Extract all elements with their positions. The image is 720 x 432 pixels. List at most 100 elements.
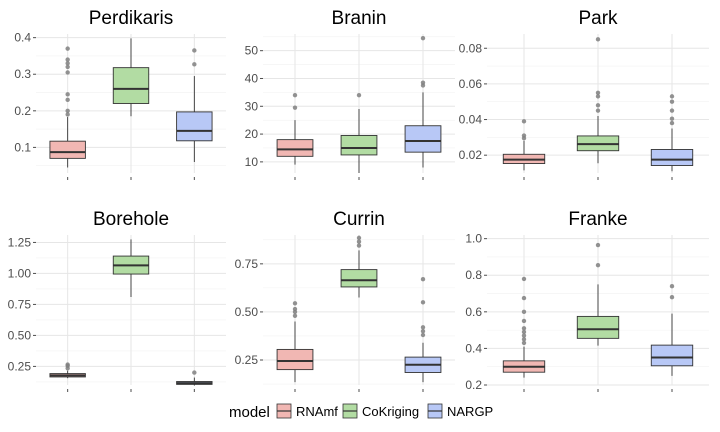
box-rnamf — [276, 301, 314, 383]
outlier-point — [292, 301, 298, 306]
outlier-point — [521, 329, 527, 335]
outlier-point — [420, 300, 426, 305]
box-nargp — [176, 370, 213, 386]
y-tick-label: 0.50 — [235, 305, 259, 319]
facet-panels: Perdikaris 0.1 0.2 0.3 0.4 Branin 10 20 30 40 50 Pa… — [8, 8, 709, 392]
outlier-point — [192, 62, 197, 67]
outlier-point — [356, 243, 362, 248]
outlier-point — [521, 340, 527, 346]
outlier-point — [65, 112, 70, 117]
outlier-point — [669, 99, 675, 104]
outlier-point — [595, 242, 601, 248]
y-tick-label: 0.04 — [459, 113, 483, 127]
box-nargp — [404, 35, 442, 168]
outlier-point — [669, 120, 675, 126]
outlier-point — [65, 46, 70, 51]
outlier-point — [65, 97, 70, 103]
outlier-point — [521, 309, 527, 315]
legend-label-rnamf: RNAmf — [296, 404, 338, 419]
y-tick-label: 0.75 — [235, 257, 259, 271]
y-tick-label: 1.25 — [8, 235, 32, 249]
box-rnamf — [49, 46, 86, 168]
outlier-point — [521, 119, 527, 124]
outlier-point — [521, 337, 527, 342]
outlier-point — [521, 295, 527, 301]
outlier-point — [356, 239, 362, 244]
box-cokriging — [340, 235, 378, 298]
outlier-point — [669, 294, 675, 300]
outlier-point — [292, 105, 298, 110]
outlier-point — [65, 362, 70, 367]
y-tick-label: 0.4 — [465, 341, 482, 355]
box-iqr — [650, 149, 694, 166]
box-cokriging — [340, 92, 378, 173]
panel-title: Currin — [333, 209, 385, 230]
box-iqr — [576, 315, 620, 339]
outlier-point — [595, 37, 601, 42]
panel-park: Park 0.02 0.04 0.06 0.08 — [459, 8, 709, 180]
y-tick-label: 0.25 — [235, 353, 259, 367]
box-nargp — [404, 277, 442, 383]
box-nargp — [176, 48, 213, 163]
outlier-point — [65, 57, 70, 62]
outlier-point — [595, 262, 601, 268]
outlier-point — [669, 108, 675, 113]
outlier-point — [292, 306, 298, 312]
y-tick-label: 0.08 — [459, 41, 483, 55]
outlier-point — [65, 108, 70, 114]
box-nargp — [650, 94, 694, 172]
y-tick-label: 40 — [245, 71, 259, 85]
outlier-point — [420, 325, 426, 330]
outlier-point — [669, 116, 675, 121]
panel-title: Park — [578, 8, 618, 29]
box-rnamf — [49, 362, 86, 379]
outlier-point — [521, 326, 527, 331]
outlier-point — [292, 313, 298, 318]
panel-title: Perdikaris — [89, 8, 173, 29]
outlier-point — [595, 94, 601, 99]
box-cokriging — [112, 239, 150, 297]
y-tick-label: 0.50 — [8, 328, 32, 342]
outlier-point — [420, 80, 426, 85]
y-tick-label: 50 — [245, 44, 259, 58]
outlier-point — [65, 64, 70, 70]
panel-title: Franke — [568, 209, 627, 230]
panel-franke: Franke 0.2 0.4 0.6 0.8 1.0 — [465, 209, 709, 392]
outlier-point — [420, 277, 426, 282]
outlier-point — [192, 370, 197, 375]
y-tick-label: 1.0 — [465, 232, 482, 246]
box-iqr — [340, 135, 378, 156]
y-tick-label: 10 — [245, 155, 259, 169]
y-tick-label: 20 — [245, 127, 259, 141]
panel-branin: Branin 10 20 30 40 50 — [245, 8, 455, 180]
outlier-point — [595, 108, 601, 113]
outlier-point — [420, 332, 426, 338]
panel-currin: Currin 0.25 0.50 0.75 — [235, 209, 455, 392]
outlier-point — [192, 48, 197, 53]
outlier-point — [420, 35, 426, 41]
outlier-point — [292, 92, 298, 98]
y-tick-label: 0.2 — [14, 104, 31, 118]
box-iqr — [49, 140, 86, 159]
y-tick-label: 0.4 — [14, 31, 31, 45]
outlier-point — [356, 235, 362, 241]
box-rnamf — [502, 119, 546, 171]
y-tick-label: 0.25 — [8, 359, 32, 373]
box-iqr — [340, 269, 378, 288]
box-iqr — [404, 125, 442, 153]
y-tick-label: 0.02 — [459, 148, 483, 162]
panel-perdikaris: Perdikaris 0.1 0.2 0.3 0.4 — [14, 8, 226, 180]
y-tick-label: 0.3 — [14, 67, 31, 81]
panel-title: Branin — [332, 8, 387, 29]
legend-title: model — [229, 404, 270, 421]
legend-label-cokriging: CoKriging — [362, 404, 419, 419]
box-nargp — [650, 284, 694, 376]
box-iqr — [276, 139, 314, 157]
box-iqr — [650, 344, 694, 367]
outlier-point — [521, 133, 527, 138]
outlier-point — [356, 92, 362, 98]
y-tick-label: 0.06 — [459, 77, 483, 91]
outlier-point — [521, 333, 527, 338]
outlier-point — [669, 284, 675, 289]
